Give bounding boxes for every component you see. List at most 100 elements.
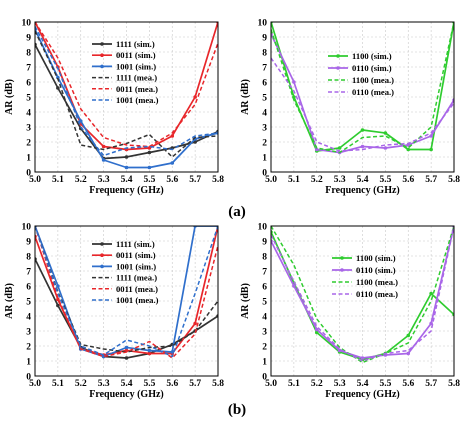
- x-tick-label: 5.6: [402, 379, 414, 389]
- x-tick-label: 5.0: [265, 379, 277, 389]
- series-line: [35, 26, 218, 157]
- y-tick-label: 4: [262, 312, 267, 322]
- x-tick-label: 5.5: [143, 175, 155, 185]
- y-tick-label: 9: [262, 33, 267, 43]
- data-point: [193, 321, 197, 326]
- y-tick-label: 0: [262, 372, 267, 382]
- x-tick-label: 5.7: [425, 379, 437, 389]
- data-point: [360, 356, 365, 360]
- legend-label: 0011 (sim.): [116, 250, 156, 260]
- x-tick-label: 5.2: [75, 379, 87, 389]
- data-point: [56, 86, 60, 90]
- data-point: [406, 351, 411, 356]
- x-tick-label: 5.5: [143, 379, 155, 389]
- legend-marker: [336, 66, 340, 70]
- caption-a: (a): [228, 204, 246, 220]
- y-tick-label: 8: [26, 48, 31, 58]
- chart-a-right: 5.0 5.1 5.2 5.3 5.4 5.5 5.6 5.7 5.8 0 1 2 3 4 5 6 7 8 9 10 F…: [240, 18, 460, 196]
- y-tick-label: 3: [262, 123, 267, 133]
- data-point: [314, 147, 319, 152]
- data-point: [360, 144, 365, 149]
- y-axis-label: AR (dB): [240, 283, 251, 319]
- y-tick-label: 6: [26, 78, 31, 88]
- data-point: [124, 345, 129, 350]
- plot-frame: [34, 225, 219, 377]
- y-tick-label: 5: [262, 93, 267, 103]
- data-point: [56, 303, 60, 308]
- y-tick-label: 10: [22, 18, 32, 28]
- x-tick-label: 5.0: [29, 379, 41, 389]
- legend-marker: [100, 53, 104, 57]
- series-group: [271, 22, 454, 155]
- series-line: [35, 30, 218, 158]
- x-tick-label: 5.5: [379, 175, 391, 185]
- x-tick-label: 5.0: [29, 175, 41, 185]
- data-point: [360, 128, 365, 132]
- x-axis-label: Frequency (GHz): [325, 185, 400, 196]
- data-point: [147, 150, 152, 155]
- legend-label: 1001 (sim.): [116, 61, 156, 71]
- series-line: [35, 22, 218, 148]
- x-tick-label: 5.2: [311, 379, 323, 389]
- y-axis-label: AR (dB): [4, 79, 15, 115]
- series-line: [35, 226, 218, 358]
- x-tick-label: 5.3: [334, 175, 346, 185]
- y-tick-label: 6: [262, 78, 267, 88]
- y-tick-label: 6: [262, 282, 267, 292]
- x-tick-label: 5.2: [75, 175, 87, 185]
- y-tick-label: 0: [262, 168, 267, 178]
- y-tick-label: 7: [262, 63, 267, 73]
- series-line: [35, 226, 218, 353]
- legend-label: 0011 (mea.): [116, 84, 158, 94]
- x-tick-label: 5.4: [357, 175, 369, 185]
- legend-marker: [100, 242, 104, 246]
- legend-label: 0011 (sim.): [116, 50, 156, 60]
- data-point: [101, 144, 106, 149]
- x-tick-label: 5.7: [189, 379, 201, 389]
- legend-marker: [340, 256, 344, 260]
- legend-label: 0110 (mea.): [352, 87, 394, 97]
- data-point: [314, 327, 319, 332]
- data-point: [147, 165, 152, 170]
- x-tick-label: 5.4: [121, 379, 133, 389]
- y-tick-label: 2: [262, 138, 267, 148]
- legend-label: 1111 (mea.): [116, 273, 157, 283]
- y-tick-label: 2: [262, 342, 267, 352]
- y-axis-label: AR (dB): [240, 79, 251, 115]
- y-tick-label: 2: [26, 342, 31, 352]
- series-line: [271, 226, 454, 364]
- data-point: [337, 146, 342, 150]
- series-line: [271, 57, 454, 152]
- legend-label: 0110 (sim.): [352, 63, 392, 73]
- legend-marker: [100, 64, 104, 69]
- data-point: [147, 348, 152, 353]
- x-axis-label: Frequency (GHz): [89, 185, 164, 196]
- y-tick-label: 7: [26, 267, 31, 277]
- y-tick-label: 0: [26, 168, 31, 178]
- x-tick-label: 5.1: [52, 175, 64, 185]
- y-tick-label: 7: [262, 267, 267, 277]
- plot-frame: [270, 225, 455, 377]
- x-axis-label: Frequency (GHz): [325, 389, 400, 400]
- x-tick-label: 5.0: [265, 175, 277, 185]
- legend-label: 1001 (sim.): [116, 261, 156, 271]
- series-group: [35, 226, 218, 360]
- y-tick-label: 8: [262, 252, 267, 262]
- y-tick-label: 5: [26, 297, 31, 307]
- y-tick-label: 8: [26, 252, 31, 262]
- data-point: [406, 147, 411, 152]
- data-point: [170, 161, 175, 165]
- data-point: [101, 158, 106, 162]
- y-tick-label: 2: [26, 138, 31, 148]
- x-tick-label: 5.8: [448, 175, 460, 185]
- y-axis-label: AR (dB): [4, 283, 15, 319]
- x-tick-label: 5.6: [166, 175, 178, 185]
- legend-label: 0110 (sim.): [356, 265, 396, 275]
- plot-frame: [34, 21, 219, 173]
- x-tick-label: 5.1: [288, 379, 300, 389]
- y-tick-label: 5: [26, 93, 31, 103]
- legend-marker: [100, 42, 104, 46]
- x-tick-label: 5.4: [121, 175, 133, 185]
- data-point: [124, 356, 129, 360]
